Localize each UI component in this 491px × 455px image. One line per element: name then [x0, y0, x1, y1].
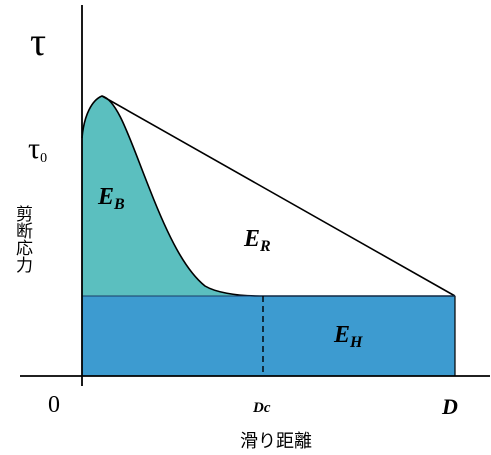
x-axis-label: 滑り距離: [240, 431, 312, 452]
region-eb: [82, 96, 260, 296]
eh-label: EH: [333, 322, 363, 351]
diagonal-line: [101, 95, 456, 297]
weakening-curve: [81, 95, 455, 297]
d-label: D: [441, 394, 458, 419]
dc-label: Dc: [252, 400, 271, 416]
y-axis-label: 剪断応力: [12, 205, 33, 273]
eb-label: EB: [97, 184, 125, 213]
y-axis-symbol: τ: [30, 19, 46, 64]
origin-label: 0: [48, 392, 60, 418]
region-eh: [82, 296, 455, 376]
er-label: ER: [243, 226, 271, 255]
tau0-label: τ0: [28, 132, 47, 166]
